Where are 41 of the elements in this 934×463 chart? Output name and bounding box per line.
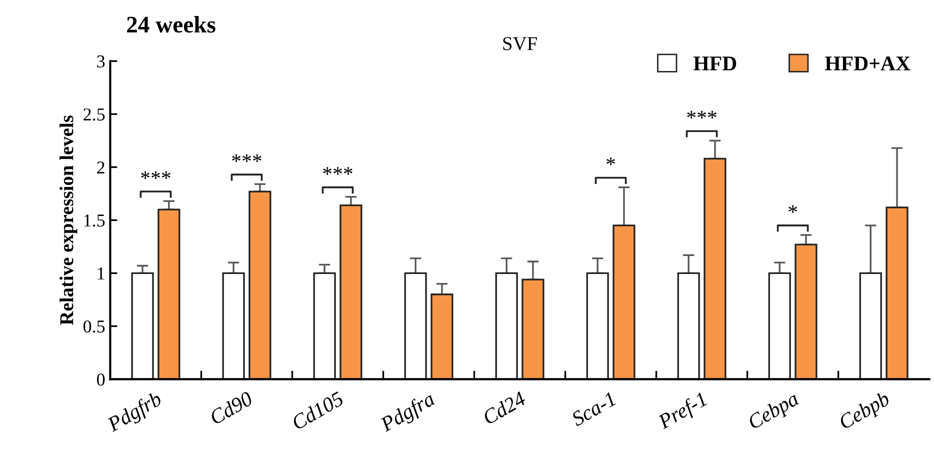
x-tick-label: Cebpb: [838, 390, 893, 434]
bar: [794, 244, 818, 380]
bar: [404, 272, 427, 380]
annotation: ***: [687, 110, 716, 119]
bar: [677, 272, 700, 380]
bar: [859, 272, 882, 380]
bar: [430, 294, 454, 380]
annotation: ***: [323, 167, 352, 175]
y-tick-label: 1: [98, 268, 104, 280]
legend-label: HFD: [694, 56, 736, 70]
y-tick-label: 1.5: [84, 214, 105, 227]
bar: [522, 278, 544, 380]
bar: [131, 272, 154, 380]
bar: [768, 272, 791, 380]
y-axis-title: Relative expression levels: [60, 116, 78, 325]
annotation: ***: [232, 154, 262, 162]
bar: [612, 224, 636, 380]
x-tick-label: Cd24: [482, 390, 527, 426]
y-tick-label: 2.5: [84, 108, 105, 121]
bar: [313, 272, 336, 380]
chart-subtitle: SVF: [503, 37, 537, 50]
bar: [158, 208, 180, 380]
y-tick-label: 0.5: [83, 320, 105, 333]
chart-title: 24 weeks: [127, 16, 216, 33]
bar: [704, 158, 726, 380]
annotation: *: [606, 158, 615, 166]
bar: [248, 190, 272, 380]
bar: [886, 206, 908, 380]
bar: [586, 272, 609, 380]
legend-label: HFD+AX: [824, 56, 910, 70]
x-tick-label: Cd90: [208, 390, 254, 426]
bar: [340, 204, 362, 380]
y-tick-label: 3: [97, 55, 105, 68]
x-tick-label: Sca-1: [570, 392, 616, 427]
x-tick-label: Cebpa: [746, 390, 802, 434]
annotation: ***: [141, 171, 170, 179]
bar: [222, 272, 245, 380]
annotation: *: [788, 205, 798, 213]
y-tick-label: 0: [97, 373, 105, 386]
bar: [495, 272, 518, 380]
y-tick-label: 2: [97, 161, 104, 174]
